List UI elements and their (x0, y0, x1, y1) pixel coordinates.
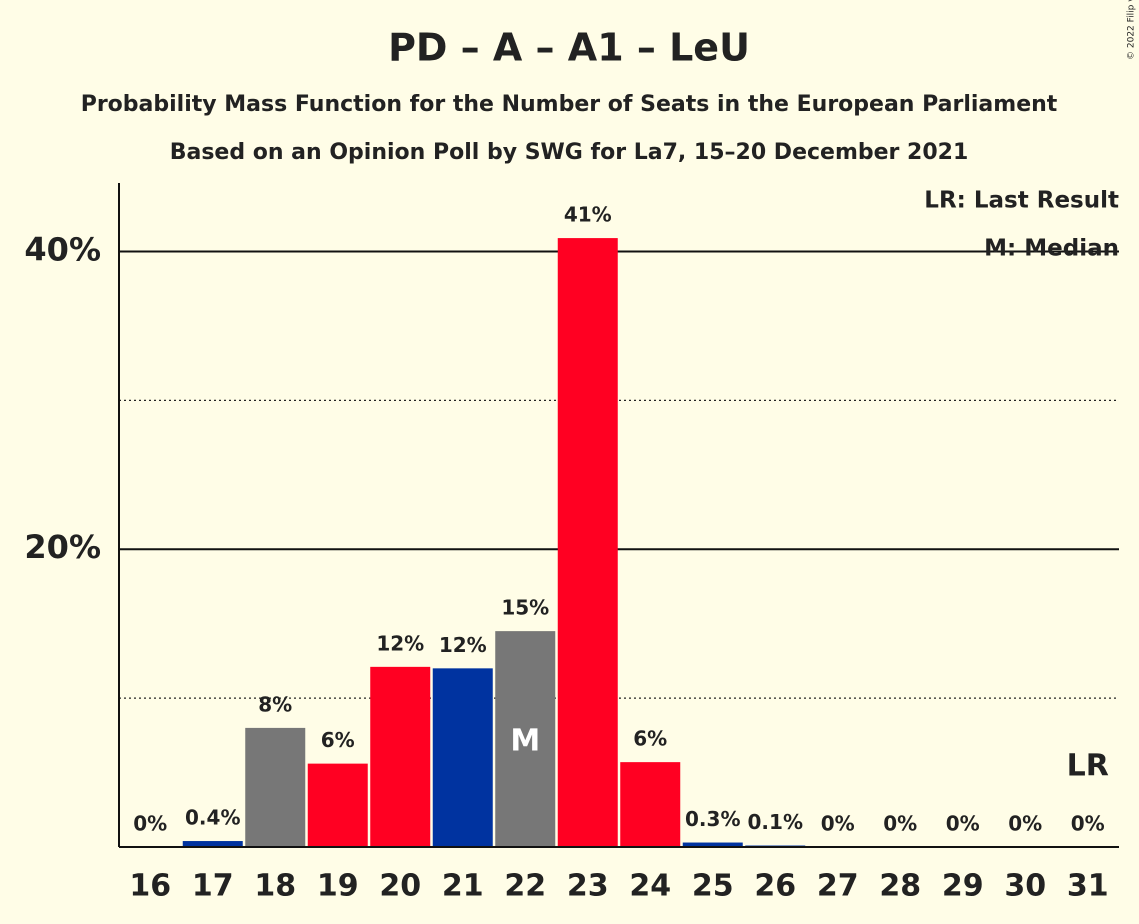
x-tick-label: 29 (942, 869, 984, 904)
x-tick-label: 21 (442, 869, 484, 904)
value-label: 0.4% (185, 806, 240, 830)
value-label: 15% (501, 596, 549, 620)
x-tick-label: 28 (879, 869, 921, 904)
value-label: 0% (1071, 812, 1105, 836)
chart-title: PD – A – A1 – LeU (388, 26, 750, 70)
chart-subtitle: Based on an Opinion Poll by SWG for La7,… (170, 140, 969, 165)
x-tick-label: 23 (567, 869, 609, 904)
x-tick-label: 20 (379, 869, 421, 904)
x-tick-label: 22 (504, 869, 546, 904)
x-tick-label: 24 (629, 869, 671, 904)
x-tick-label: 30 (1004, 869, 1046, 904)
value-label: 8% (258, 692, 292, 716)
x-tick-label: 26 (754, 869, 796, 904)
value-label: 0% (883, 812, 917, 836)
value-label: 12% (439, 633, 487, 657)
bar (620, 762, 681, 847)
value-label: 0.3% (685, 807, 740, 831)
x-tick-label: 25 (692, 869, 734, 904)
value-label: 0.1% (748, 810, 803, 834)
copyright: © 2022 Filip van Laenen (1127, 0, 1137, 60)
x-tick-label: 17 (192, 869, 234, 904)
legend-entry: M: Median (984, 236, 1119, 262)
value-label: 0% (1008, 812, 1042, 836)
value-label: 6% (321, 728, 355, 752)
value-label: 0% (133, 812, 167, 836)
value-label: 6% (633, 727, 667, 751)
bar (682, 842, 743, 847)
bar (245, 727, 306, 847)
bar (557, 238, 618, 847)
value-label: 12% (376, 631, 424, 655)
y-tick-label: 40% (24, 230, 101, 268)
last-result-marker: LR (1067, 749, 1109, 784)
value-label: 0% (946, 812, 980, 836)
bar (307, 763, 368, 847)
bar (182, 841, 243, 847)
value-label: 0% (821, 812, 855, 836)
bar (432, 668, 493, 847)
x-tick-label: 31 (1067, 869, 1109, 904)
legend-entry: LR: Last Result (924, 188, 1119, 214)
x-tick-label: 27 (817, 869, 859, 904)
x-tick-label: 16 (129, 869, 171, 904)
chart-subtitle: Probability Mass Function for the Number… (81, 92, 1058, 117)
bar (495, 631, 556, 847)
y-tick-label: 20% (24, 528, 101, 566)
x-tick-label: 18 (254, 869, 296, 904)
x-tick-label: 19 (317, 869, 359, 904)
value-label: 41% (564, 203, 612, 227)
median-marker: M (510, 724, 540, 759)
bar (370, 666, 431, 847)
